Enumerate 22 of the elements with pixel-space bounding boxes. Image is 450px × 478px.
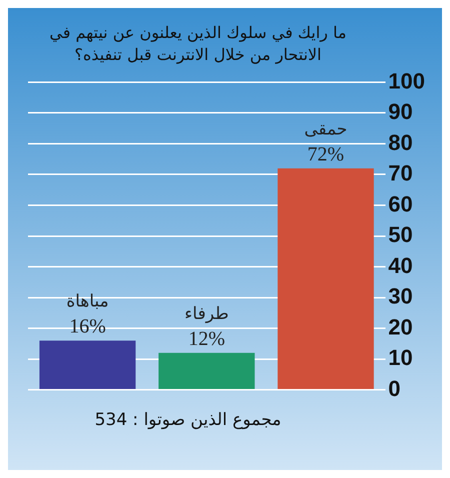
x-tick-label: حمقى: [304, 119, 348, 140]
bar: [278, 168, 374, 390]
y-tick-label: 60: [388, 191, 413, 216]
bar: [158, 352, 255, 390]
y-tick-label: 10: [388, 345, 413, 370]
x-tick-label: طرفاء: [184, 304, 229, 324]
text: مجموع الذين صوتوا : 534: [94, 410, 282, 430]
data-label: 16%: [69, 316, 106, 338]
y-tick-label: 20: [388, 314, 413, 340]
y-tick-label: 80: [388, 130, 413, 155]
bar: [39, 340, 136, 390]
chart-title: ما رايك في سلوك الذين يعلنون عن نيتهم في الانتحار من خلال الانترنت قبل تنفيذه؟: [48, 22, 348, 66]
x-tick-label: مباهاة: [66, 292, 109, 312]
y-tick-label: 30: [388, 284, 413, 309]
y-tick-label: 0: [388, 376, 401, 401]
y-tick-label: 70: [388, 160, 413, 186]
y-tick-label: 100: [388, 68, 426, 94]
y-tick-label: 50: [388, 222, 413, 248]
y-tick-label: 40: [388, 252, 413, 278]
data-label: 12%: [188, 328, 225, 350]
data-label: 72%: [307, 143, 344, 166]
y-tick-label: 90: [388, 99, 413, 124]
